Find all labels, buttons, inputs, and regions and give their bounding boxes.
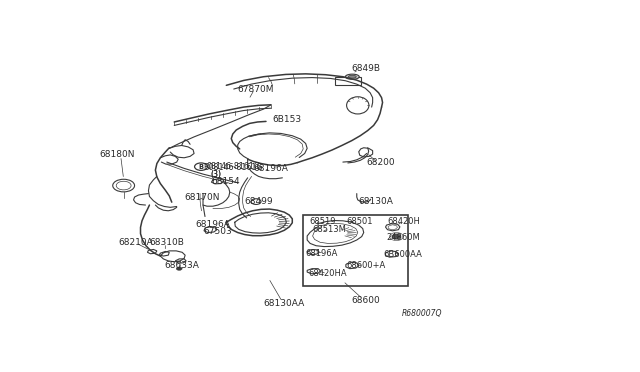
Text: 6849B: 6849B xyxy=(352,64,381,73)
Text: 68180N: 68180N xyxy=(100,150,135,160)
Ellipse shape xyxy=(348,75,356,78)
Text: (3): (3) xyxy=(210,170,221,179)
Bar xyxy=(303,215,408,286)
Text: 68600+A: 68600+A xyxy=(347,261,386,270)
Text: (3): (3) xyxy=(210,170,221,179)
Circle shape xyxy=(176,267,182,270)
Text: 68196A: 68196A xyxy=(195,220,230,229)
Text: 68210A: 68210A xyxy=(118,238,154,247)
Text: 68200: 68200 xyxy=(367,158,396,167)
Text: 68170N: 68170N xyxy=(184,193,220,202)
Text: 68600: 68600 xyxy=(352,296,381,305)
Text: R680007Q: R680007Q xyxy=(401,309,442,318)
Text: 68196A: 68196A xyxy=(253,164,289,173)
Text: 68130A: 68130A xyxy=(359,197,394,206)
Text: B: B xyxy=(198,164,204,170)
Text: 68519: 68519 xyxy=(309,217,335,226)
Text: 67503: 67503 xyxy=(203,227,232,236)
Text: 6B600AA: 6B600AA xyxy=(383,250,422,259)
Text: 68196A: 68196A xyxy=(306,248,338,258)
Text: 68501: 68501 xyxy=(347,217,373,226)
Text: 68154: 68154 xyxy=(211,177,239,186)
Text: 24860M: 24860M xyxy=(387,234,420,243)
Circle shape xyxy=(392,234,401,239)
Text: 68513M: 68513M xyxy=(312,225,346,234)
Text: B08146-8161G: B08146-8161G xyxy=(203,163,262,172)
Ellipse shape xyxy=(346,74,359,79)
Text: 68310B: 68310B xyxy=(150,238,184,247)
Text: 68420H: 68420H xyxy=(388,217,420,226)
Text: 6B153: 6B153 xyxy=(273,115,301,124)
Text: 67870M: 67870M xyxy=(237,84,274,93)
Text: 68420HA: 68420HA xyxy=(308,269,347,278)
Text: 68499: 68499 xyxy=(244,197,273,206)
Text: 08146-8161G: 08146-8161G xyxy=(207,162,261,171)
Text: 68130AA: 68130AA xyxy=(264,298,305,308)
Text: 68633A: 68633A xyxy=(164,261,199,270)
